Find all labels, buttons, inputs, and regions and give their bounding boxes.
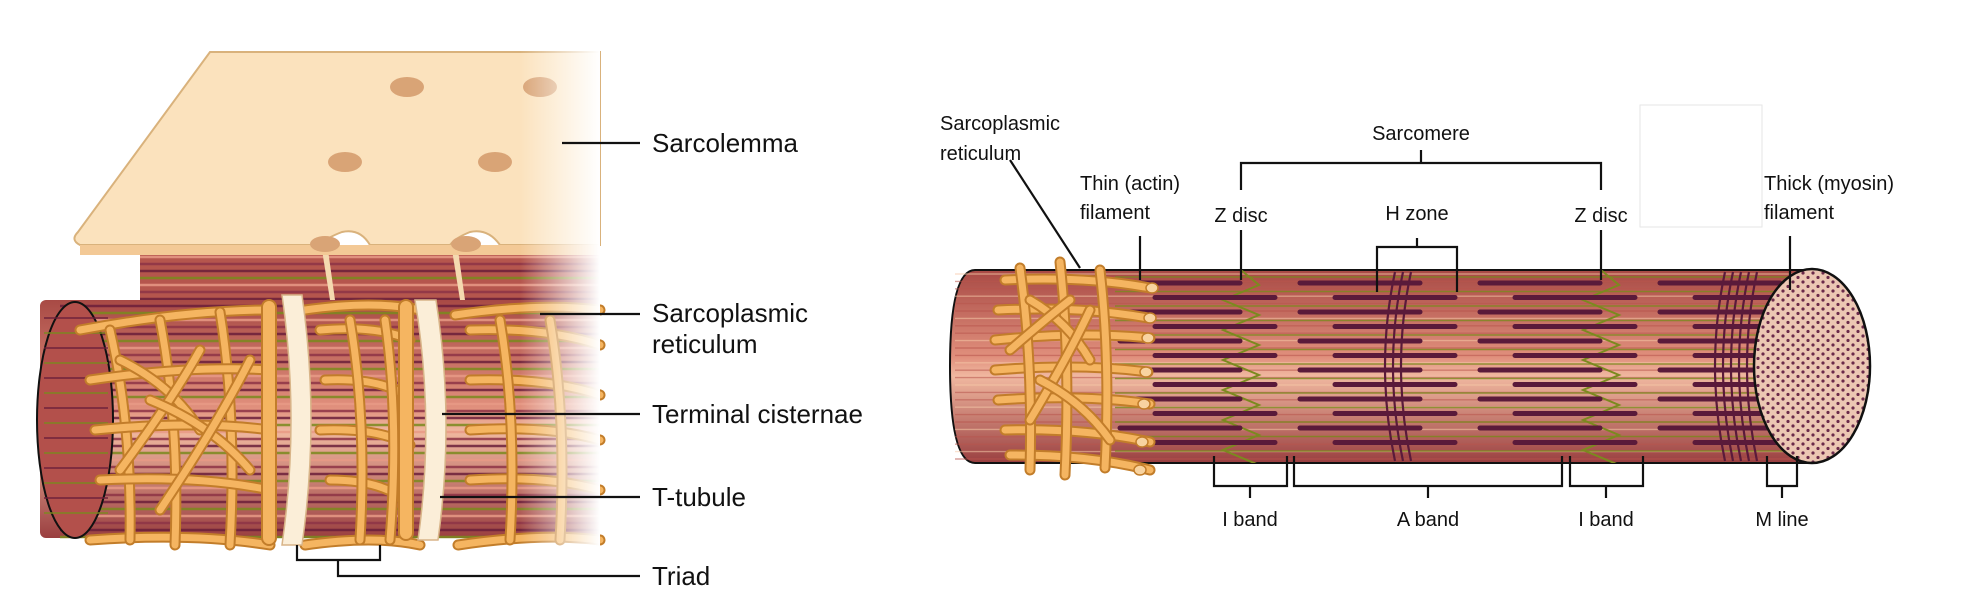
label-thin-filament-line1: Thin (actin) [1080, 173, 1180, 195]
sarcolemma-pore [451, 236, 481, 252]
reticulum-tube [156, 356, 254, 514]
reticulum-tube [1026, 306, 1094, 424]
right-reticulum [989, 256, 1159, 481]
reticulum-tube [301, 536, 424, 549]
triad-bracket [295, 545, 640, 578]
terminal-cisterna [261, 299, 277, 546]
reticulum-tip [1135, 436, 1149, 448]
z-disc-line [1220, 270, 1262, 463]
reticulum-tube [86, 533, 274, 549]
label-left-reticulum-line1: Sarcoplasmic [652, 298, 808, 328]
leader-right-reticulum [1009, 159, 1081, 269]
reticulum-tip [1141, 332, 1155, 344]
label-i-band-right: I band [1578, 509, 1634, 531]
t-tubules [281, 250, 465, 546]
left-fiber-end [36, 301, 114, 539]
label-a-band: A band [1397, 509, 1459, 531]
reticulum-tube [1001, 426, 1154, 446]
label-z-disc-right: Z disc [1574, 205, 1627, 227]
label-triad: Triad [652, 561, 710, 591]
reticulum-tube [381, 316, 398, 544]
label-thick-filament-line1: Thick (myosin) [1764, 173, 1894, 195]
myofibril [948, 267, 1872, 465]
reticulum-tip [1139, 366, 1153, 378]
label-thick-filament-line2: filament [1764, 202, 1834, 224]
sarcolemma-pore [390, 77, 424, 97]
a-band-bracket [1292, 456, 1564, 498]
label-right-reticulum-line2: reticulum [940, 143, 1021, 165]
reticulum-tube [1016, 264, 1035, 474]
label-terminal-cisternae: Terminal cisternae [652, 399, 863, 429]
left-reticulum [74, 299, 606, 551]
reticulum-tube [76, 306, 274, 334]
reticulum-tip [1137, 398, 1151, 410]
left-panel: Sarcolemma Sarcoplasmic reticulum Termin… [36, 40, 863, 591]
label-sarcolemma: Sarcolemma [652, 128, 798, 158]
reticulum-tube [496, 316, 516, 544]
reticulum-tube [96, 475, 274, 494]
label-i-band-left: I band [1222, 509, 1278, 531]
sarcolemma-pore [478, 152, 512, 172]
label-left-reticulum-line2: reticulum [652, 329, 757, 359]
sarcolemma-pore [328, 152, 362, 172]
sarcomere-bracket [1239, 150, 1603, 190]
reticulum-tip [1143, 312, 1157, 324]
i-band-left-bracket [1212, 456, 1289, 498]
reticulum-tube [346, 316, 366, 544]
myofibril-cross-section [1752, 267, 1872, 465]
reticulum-tube [994, 305, 1152, 322]
reticulum-tube [1026, 296, 1094, 364]
label-sarcomere: Sarcomere [1372, 123, 1470, 145]
z-disc-line [1580, 270, 1622, 463]
m-line-bracket [1765, 456, 1799, 498]
sarcolemma-sheet [73, 51, 601, 255]
label-right-reticulum-line1: Sarcoplasmic [940, 113, 1060, 135]
terminal-cisterna [398, 299, 414, 541]
right-panel: Sarcoplasmic reticulum Thin (actin) fila… [940, 104, 1894, 531]
reticulum-tube [1036, 376, 1114, 444]
reticulum-tube [1006, 296, 1074, 354]
reticulum-tip [1133, 464, 1147, 476]
label-h-zone: H zone [1385, 203, 1448, 225]
reticulum-tip [1145, 282, 1159, 294]
reticulum-tube [991, 363, 1152, 376]
label-t-tubule: T-tubule [652, 482, 746, 512]
frame-artifact [1639, 104, 1763, 228]
h-zone-bracket [1375, 238, 1459, 292]
sarcolemma-pore [310, 236, 340, 252]
label-m-line: M line [1755, 509, 1808, 531]
m-line-arcs [1383, 271, 1759, 462]
label-thin-filament-line2: filament [1080, 202, 1150, 224]
i-band-right-bracket [1568, 456, 1645, 498]
label-z-disc-left: Z disc [1214, 205, 1267, 227]
